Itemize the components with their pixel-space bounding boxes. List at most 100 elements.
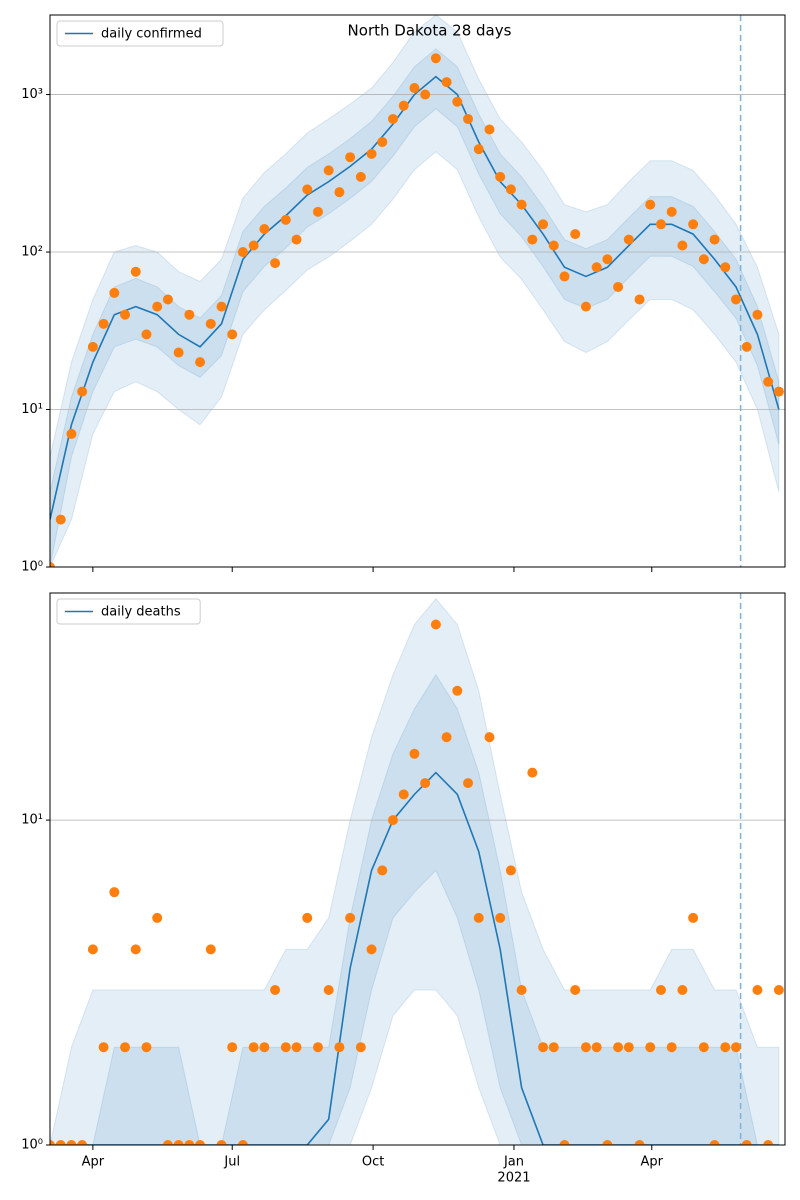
data-point: [677, 984, 688, 995]
data-point: [538, 219, 549, 230]
data-point: [66, 1140, 77, 1145]
data-point: [323, 984, 334, 995]
data-point: [291, 234, 302, 245]
data-point: [312, 1042, 323, 1053]
data-point: [141, 1042, 152, 1053]
axes-frame: [49, 14, 786, 568]
data-point: [345, 152, 356, 163]
data-point: [452, 96, 463, 107]
data-point: [484, 124, 495, 135]
data-point: [634, 1140, 645, 1145]
data-point: [516, 199, 527, 210]
data-point: [655, 219, 666, 230]
data-point: [709, 234, 720, 245]
data-point: [130, 266, 141, 277]
data-point: [195, 357, 206, 368]
data-point: [420, 778, 431, 789]
data-point: [505, 184, 516, 195]
data-point: [527, 234, 538, 245]
data-point: [527, 767, 538, 778]
data-point: [420, 89, 431, 100]
data-point: [613, 1042, 624, 1053]
legend-label: daily confirmed: [101, 27, 202, 42]
data-point: [655, 984, 666, 995]
data-point: [548, 240, 559, 251]
data-point: [259, 224, 270, 235]
data-point: [259, 1042, 270, 1053]
data-point: [602, 254, 613, 265]
data-point: [645, 199, 656, 210]
data-point: [463, 113, 474, 124]
data-point: [473, 912, 484, 923]
y-tick-label: 10⁰: [21, 1138, 43, 1153]
legend-box: [56, 20, 224, 47]
data-point: [516, 984, 527, 995]
data-point: [227, 1042, 238, 1053]
data-point: [270, 984, 281, 995]
data-point: [334, 1042, 345, 1053]
data-point: [388, 113, 398, 124]
y-tick-label: 10³: [21, 87, 43, 102]
x-tick-label: Oct: [362, 1155, 384, 1170]
data-point: [66, 428, 77, 439]
data-point: [109, 287, 120, 298]
data-point: [430, 619, 441, 630]
data-point: [752, 309, 763, 320]
plot-area: [50, 15, 785, 567]
data-point: [731, 1042, 741, 1053]
data-point: [623, 234, 634, 245]
data-point: [248, 1042, 259, 1053]
data-point: [152, 301, 163, 312]
data-point: [270, 258, 281, 269]
data-point: [720, 1042, 731, 1053]
data-point: [184, 1140, 195, 1145]
data-point: [741, 1140, 752, 1145]
data-point: [141, 329, 152, 340]
axes: 10⁰ 10¹ 10² 10³ North Dakota 28 days daily co…: [21, 14, 786, 575]
data-point: [377, 865, 388, 876]
data-point: [366, 944, 377, 955]
data-point: [120, 309, 131, 320]
y-tick-label: 10¹: [21, 402, 43, 417]
data-point: [698, 254, 709, 265]
data-point: [312, 206, 323, 217]
data-point: [441, 732, 452, 743]
data-point: [752, 984, 763, 995]
data-point: [398, 789, 409, 800]
data-point: [50, 562, 55, 567]
data-point: [430, 53, 441, 64]
data-point: [773, 984, 784, 995]
data-point: [463, 778, 474, 789]
series-line: [50, 771, 779, 1145]
data-point: [280, 1042, 291, 1053]
y-tick-label: 10¹: [21, 813, 43, 828]
data-point: [302, 912, 313, 923]
data-point: [227, 329, 238, 340]
x-tick-label: Jan: [503, 1155, 524, 1170]
data-point: [548, 1042, 559, 1053]
data-point: [495, 171, 506, 182]
data-point: [98, 318, 109, 329]
data-point: [505, 865, 516, 876]
x-year-label: 2021: [497, 1171, 530, 1186]
data-point: [162, 294, 173, 305]
data-point: [248, 240, 259, 251]
uncertainty-band: [50, 48, 780, 567]
data-point: [731, 294, 741, 305]
data-point: [570, 229, 581, 240]
data-point: [688, 219, 699, 230]
data-point: [580, 1042, 591, 1053]
data-point: [120, 1042, 131, 1053]
data-point: [677, 240, 688, 251]
data-point: [398, 100, 409, 111]
data-point: [323, 165, 334, 176]
data-point: [173, 347, 184, 358]
data-point: [763, 1140, 774, 1145]
x-tick-label: Apr: [82, 1155, 105, 1170]
data-point: [173, 1140, 184, 1145]
data-point: [291, 1042, 302, 1053]
data-point: [162, 1140, 173, 1145]
data-point: [698, 1042, 709, 1053]
